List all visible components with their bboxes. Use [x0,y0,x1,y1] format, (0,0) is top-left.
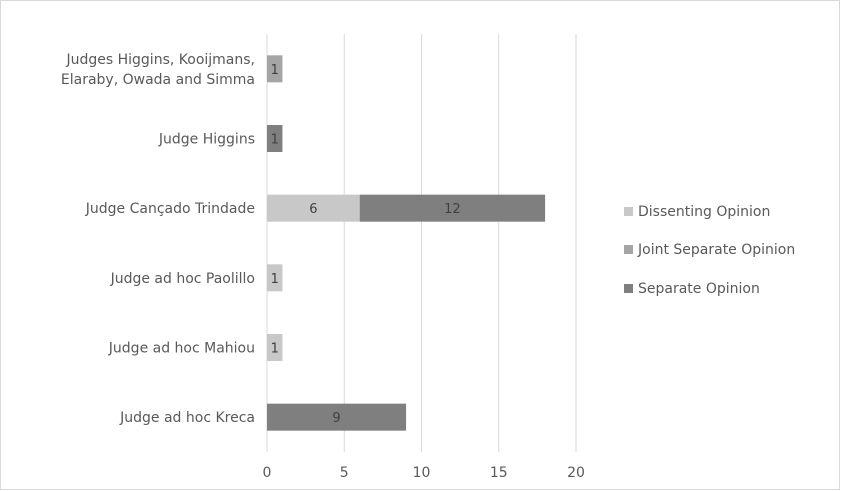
category-label-3: Judge ad hoc Paolillo [110,271,255,287]
data-label-4-0: 1 [271,342,279,357]
category-label-5: Judge ad hoc Kreca [119,410,255,426]
data-label-3-0: 1 [271,272,279,287]
x-tick-label-4: 20 [567,465,585,481]
x-tick-label-1: 5 [340,465,349,481]
legend-label-2: Separate Opinion [638,281,760,297]
bar-1-2 [267,125,283,152]
x-tick-label-2: 10 [413,465,431,481]
category-label-0-line-1: Elaraby, Owada and Simma [61,72,255,88]
category-label-2: Judge Cançado Trindade [85,201,255,217]
data-label-0-1: 1 [271,63,279,78]
bar-4-0 [267,334,283,361]
x-tick-label-0: 0 [263,465,272,481]
category-label-0-line-0: Judges Higgins, Kooijmans, [65,52,255,68]
x-tick-label-3: 15 [490,465,508,481]
data-label-5-2: 9 [332,411,340,426]
bar-5-2 [267,403,407,431]
category-label-4: Judge ad hoc Mahiou [108,341,255,357]
bar-2-2 [359,194,546,222]
bar-3-0 [267,264,283,292]
bar-2-0 [267,194,360,222]
legend-label-1: Joint Separate Opinion [637,242,795,258]
data-label-2-0: 6 [309,202,317,217]
category-label-1: Judge Higgins [158,132,255,148]
data-label-2-2: 12 [444,202,461,217]
legend-swatch-2 [624,284,633,293]
legend-label-0: Dissenting Opinion [638,204,770,220]
bar-0-1 [267,55,283,83]
legend-swatch-0 [624,207,633,216]
data-label-1-2: 1 [271,133,279,148]
legend-swatch-1 [624,245,633,254]
